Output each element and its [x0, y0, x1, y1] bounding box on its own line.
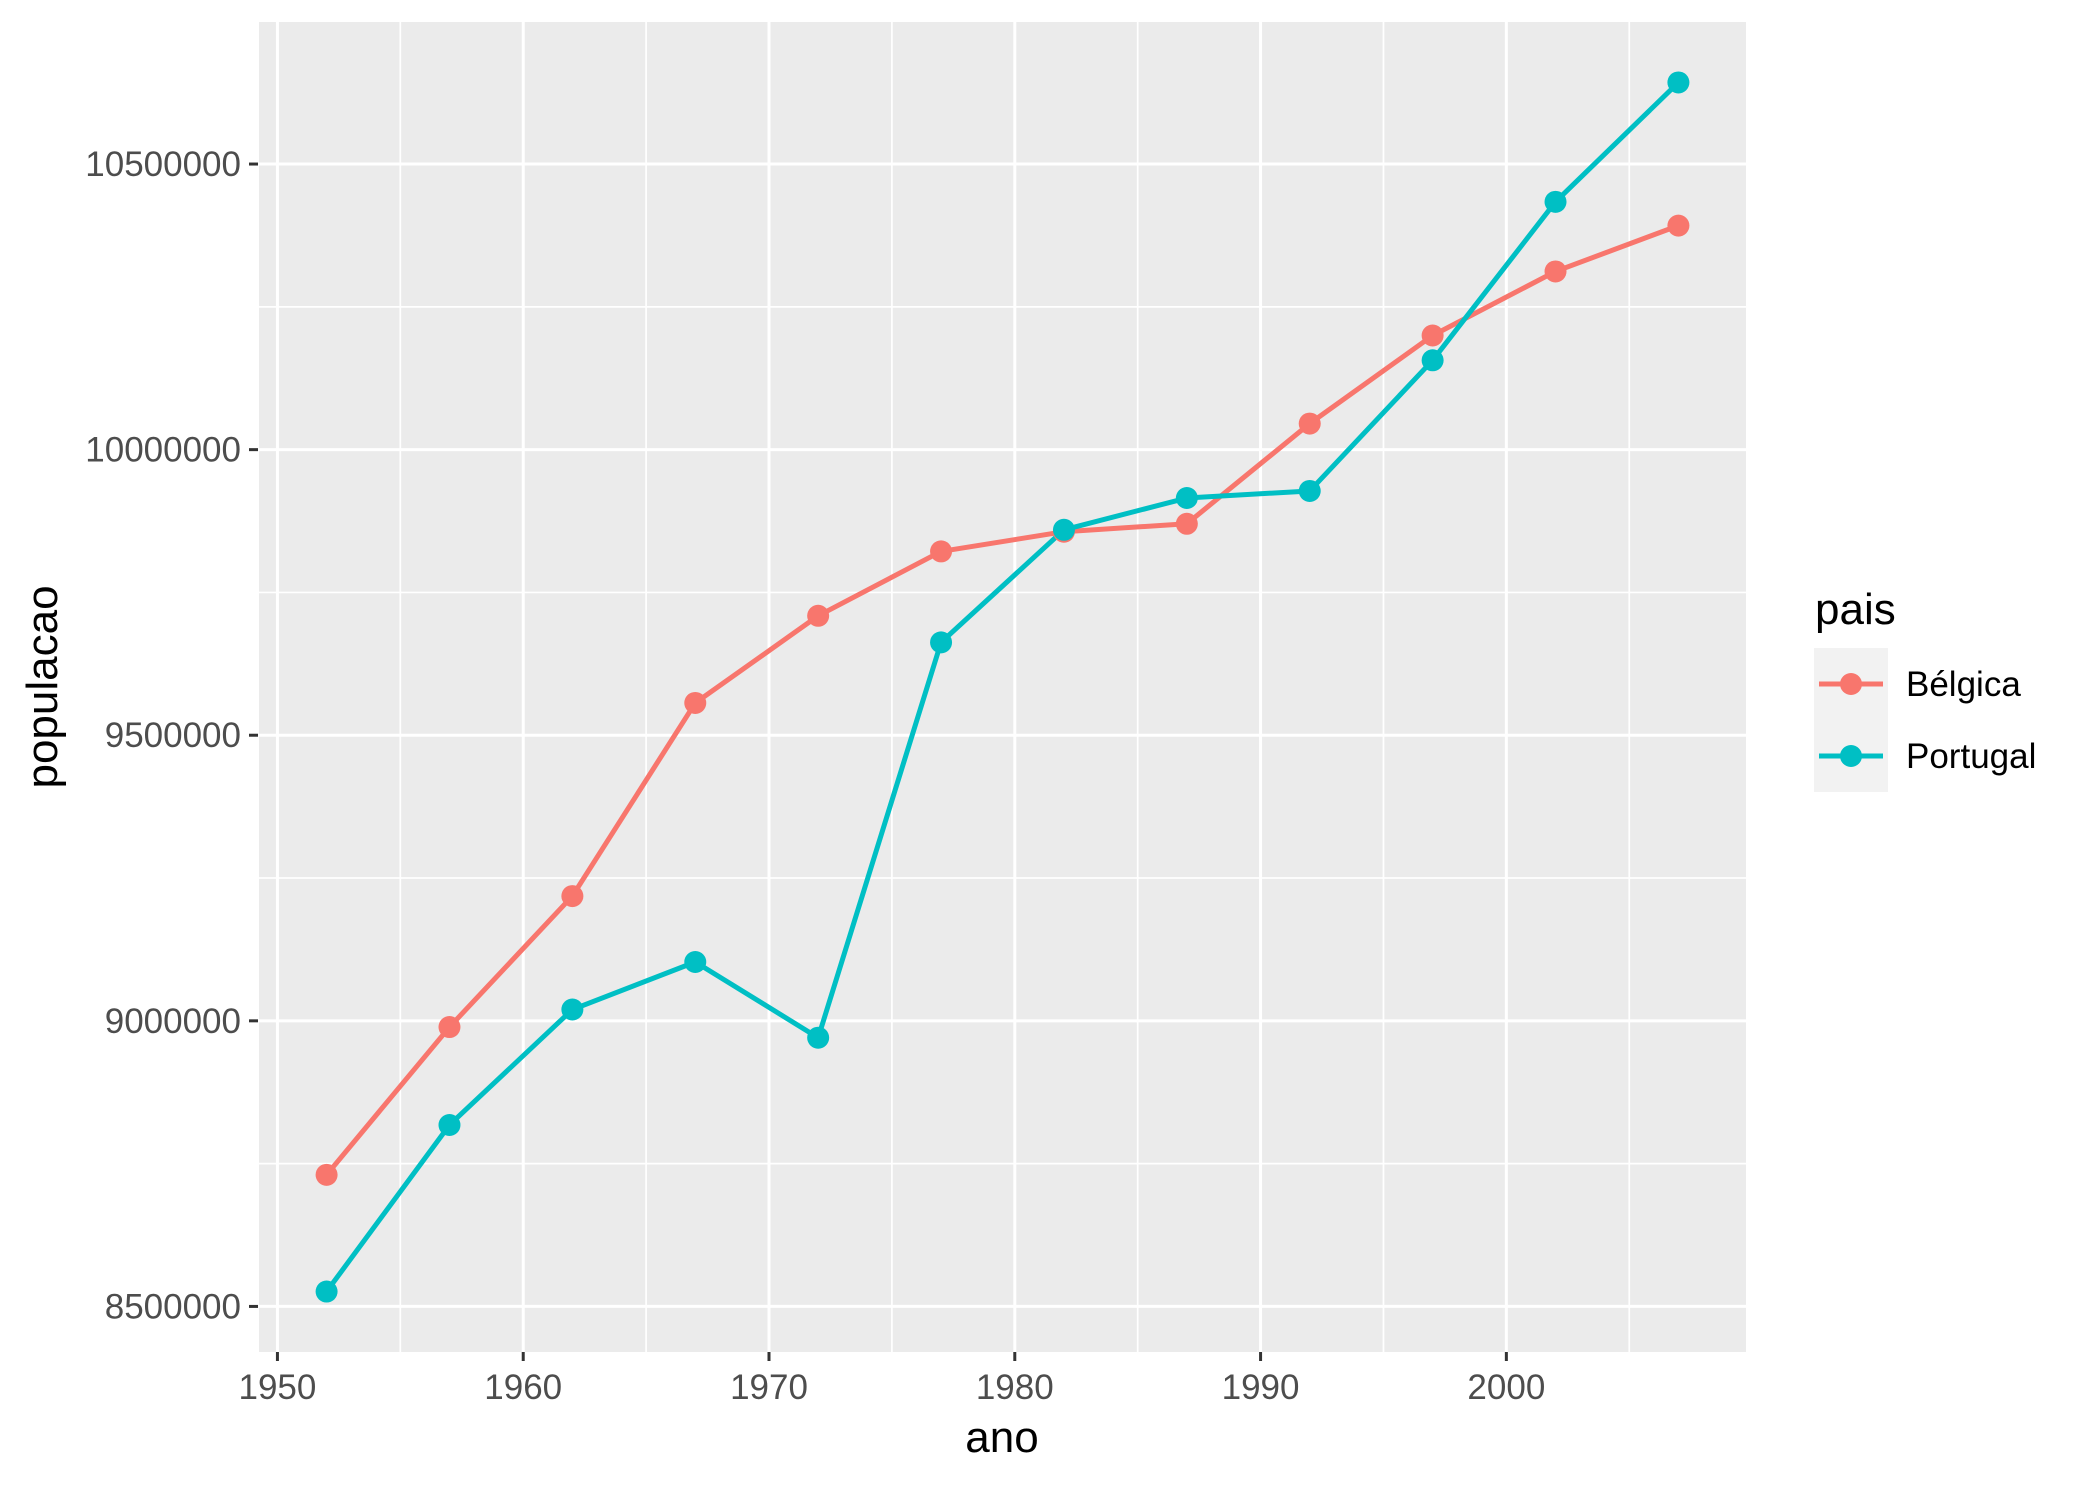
data-point-portugal [1298, 479, 1321, 502]
legend-item-label: Bélgica [1906, 665, 2021, 704]
y-tick-label: 10000000 [85, 431, 241, 470]
y-tick-label: 8500000 [105, 1287, 241, 1326]
axis-tick-labels: 1950 1960 1970 1980 1990 2000 8500000 9000000 95… [85, 145, 1545, 1407]
series-points [315, 71, 1690, 1303]
data-point-portugal [1421, 349, 1444, 372]
data-point-bélgica [1544, 260, 1567, 283]
data-point-portugal [1052, 518, 1075, 541]
y-tick-label: 9000000 [105, 1002, 241, 1041]
series-line-bélgica [324, 223, 1681, 1178]
y-axis-title: populacao [18, 585, 67, 788]
y-tick-label: 9500000 [105, 716, 241, 755]
legend-key-point [1840, 745, 1862, 767]
x-axis-title: ano [965, 1413, 1038, 1462]
data-point-bélgica [1421, 324, 1444, 347]
data-point-portugal [930, 631, 953, 654]
data-point-bélgica [1667, 214, 1690, 237]
x-tick-label: 1980 [976, 1368, 1054, 1407]
x-tick-label: 1950 [238, 1368, 316, 1407]
data-point-bélgica [438, 1016, 461, 1039]
data-point-portugal [807, 1026, 830, 1049]
legend: pais Bélgica Portugal [1814, 585, 2036, 792]
y-tick-label: 10500000 [85, 145, 241, 184]
series-line-portugal [324, 79, 1681, 1295]
data-point-bélgica [1175, 512, 1198, 535]
x-tick-label: 2000 [1467, 1368, 1545, 1407]
data-point-bélgica [684, 691, 707, 714]
series-lines [324, 79, 1681, 1295]
data-point-bélgica [561, 885, 584, 908]
data-point-bélgica [930, 540, 953, 563]
x-tick-label: 1990 [1222, 1368, 1300, 1407]
plot-area: 1950 1960 1970 1980 1990 2000 8500000 9000000 95… [85, 22, 1746, 1407]
legend-title: pais [1815, 585, 1896, 634]
x-tick-label: 1960 [484, 1368, 562, 1407]
data-point-portugal [684, 950, 707, 973]
legend-item-portugal: Portugal [1814, 720, 2036, 792]
legend-items: Bélgica Portugal [1814, 648, 2036, 792]
data-point-portugal [315, 1280, 338, 1303]
data-point-bélgica [315, 1163, 338, 1186]
data-point-portugal [1175, 487, 1198, 510]
axis-ticks [249, 162, 1508, 1361]
data-point-bélgica [807, 604, 830, 627]
legend-key-point [1840, 673, 1862, 695]
legend-item-label: Portugal [1906, 737, 2036, 776]
x-tick-label: 1970 [730, 1368, 808, 1407]
data-point-bélgica [1298, 412, 1321, 435]
grid-major [259, 22, 1746, 1352]
legend-item-bélgica: Bélgica [1814, 648, 2021, 720]
data-point-portugal [1544, 190, 1567, 213]
data-point-portugal [561, 998, 584, 1021]
data-point-portugal [438, 1113, 461, 1136]
data-point-portugal [1667, 71, 1690, 94]
panel-background [259, 22, 1746, 1352]
